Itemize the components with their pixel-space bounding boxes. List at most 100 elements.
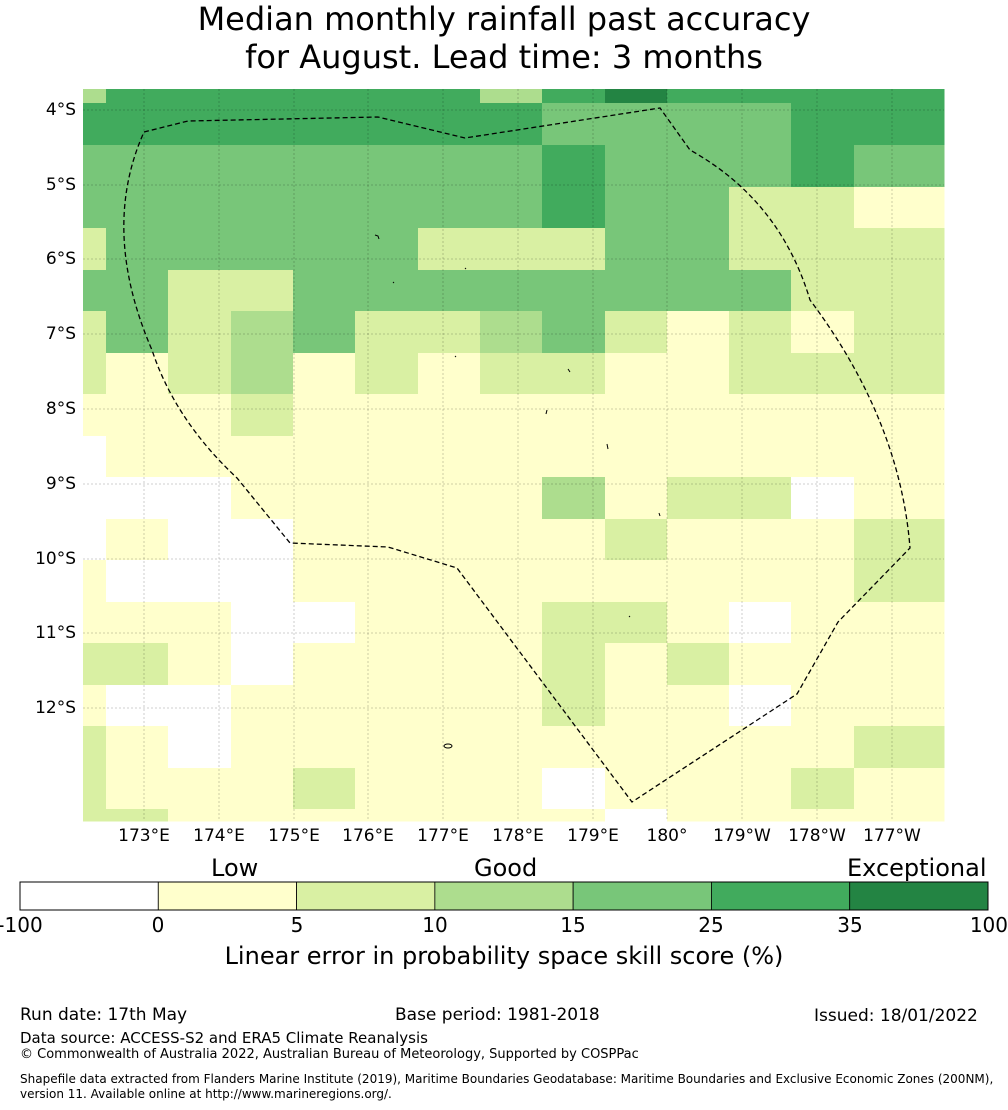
- grid-cell: [106, 187, 169, 229]
- shapefile-credit-line-2: version 11. Available online at http://w…: [20, 1087, 392, 1101]
- colorbar-tick-label: 25: [698, 913, 724, 937]
- grid-cell: [168, 643, 232, 686]
- grid-cell: [854, 228, 945, 271]
- grid-cell: [106, 809, 169, 822]
- grid-cell: [605, 809, 668, 822]
- grid-cell: [106, 89, 169, 104]
- grid-cell: [418, 560, 481, 603]
- lat-label-10s: 10°S: [35, 549, 76, 569]
- grid-cell: [168, 187, 232, 229]
- grid-cell: [293, 436, 356, 478]
- grid-cell: [168, 89, 232, 104]
- lat-label-11s: 11°S: [35, 623, 76, 643]
- grid-cell: [293, 103, 356, 146]
- grid-cell: [854, 394, 945, 437]
- colorbar-title: Linear error in probability space skill …: [224, 942, 784, 970]
- grid-cell: [480, 519, 543, 561]
- grid-cell: [729, 89, 792, 104]
- grid-cell: [293, 768, 356, 810]
- island-1: [374, 234, 380, 240]
- data-source: Data source: ACCESS-S2 and ERA5 Climate …: [20, 1029, 428, 1047]
- grid-cell: [854, 89, 945, 104]
- grid-cell: [418, 685, 481, 727]
- grid-cell: [418, 353, 481, 395]
- grid-cell: [106, 311, 169, 354]
- lat-label-7s: 7°S: [45, 324, 76, 344]
- grid-cell: [729, 560, 792, 603]
- grid-cell: [791, 726, 855, 769]
- grid-cell: [542, 809, 606, 822]
- grid-cell: [542, 602, 606, 644]
- grid-cell: [231, 768, 294, 810]
- grid-cell: [667, 436, 730, 478]
- grid-cell: [355, 809, 419, 822]
- run-date: Run date: 17th May: [20, 1005, 188, 1025]
- grid-cell: [667, 228, 730, 271]
- grid-cell: [231, 270, 294, 312]
- lon-label-178w: 178°W: [788, 826, 846, 846]
- grid-cell: [355, 726, 419, 769]
- grid-cell: [418, 89, 481, 104]
- grid-cell: [791, 809, 855, 822]
- grid-cell: [667, 643, 730, 686]
- grid-cell: [791, 270, 855, 312]
- grid-cell: [542, 353, 606, 395]
- grid-cell: [542, 228, 606, 271]
- colorbar-category-exceptional: Exceptional: [847, 854, 987, 882]
- grid-cell: [168, 726, 232, 769]
- grid-cell: [83, 809, 107, 822]
- island-10: [443, 743, 453, 749]
- grid-cell: [791, 768, 855, 810]
- grid-cell: [854, 768, 945, 810]
- grid-cell: [168, 228, 232, 271]
- grid-cell: [83, 89, 107, 104]
- grid-cell: [605, 560, 668, 603]
- grid-cell: [293, 685, 356, 727]
- grid-cell: [791, 394, 855, 437]
- island-8: [658, 512, 661, 517]
- grid-cell: [729, 145, 792, 188]
- grid-cell: [83, 560, 107, 603]
- island-markers: [374, 234, 661, 749]
- grid-cell: [480, 145, 543, 188]
- colorbar-tick-label: 0: [151, 913, 165, 937]
- grid-cell: [791, 602, 855, 644]
- grid-cell: [418, 519, 481, 561]
- grid-cell: [293, 145, 356, 188]
- grid-cell: [480, 436, 543, 478]
- grid-cell: [168, 436, 232, 478]
- grid-cell: [854, 560, 945, 603]
- grid-cell: [605, 145, 668, 188]
- grid-cell: [293, 809, 356, 822]
- grid-cell: [729, 228, 792, 271]
- grid-cell: [542, 311, 606, 354]
- grid-cell: [83, 311, 107, 354]
- grid-cell: [106, 643, 169, 686]
- grid-cell: [667, 726, 730, 769]
- eez-boundary: [123, 107, 911, 803]
- grid-cell: [231, 103, 294, 146]
- grid-cell: [605, 187, 668, 229]
- grid-cell: [231, 519, 294, 561]
- grid-cell: [293, 187, 356, 229]
- grid-cell: [418, 643, 481, 686]
- grid-cell: [667, 685, 730, 727]
- base-period: Base period: 1981-2018: [395, 1005, 600, 1025]
- grid-cell: [168, 353, 232, 395]
- grid-cell: [605, 477, 668, 520]
- grid-cell: [480, 394, 543, 437]
- colorbar-tick-label: -100: [0, 913, 43, 937]
- colorbar-bin: [296, 881, 436, 911]
- grid-cell: [355, 560, 419, 603]
- grid-cell: [355, 89, 419, 104]
- grid-cell: [168, 602, 232, 644]
- grid-cell: [667, 519, 730, 561]
- grid-cell: [542, 270, 606, 312]
- grid-cell: [418, 103, 481, 146]
- grid-cell: [605, 768, 668, 810]
- grid-cell: [854, 809, 945, 822]
- grid-cell: [854, 103, 945, 146]
- grid-cell: [106, 145, 169, 188]
- grid-cell: [791, 519, 855, 561]
- grid-cell: [83, 394, 107, 437]
